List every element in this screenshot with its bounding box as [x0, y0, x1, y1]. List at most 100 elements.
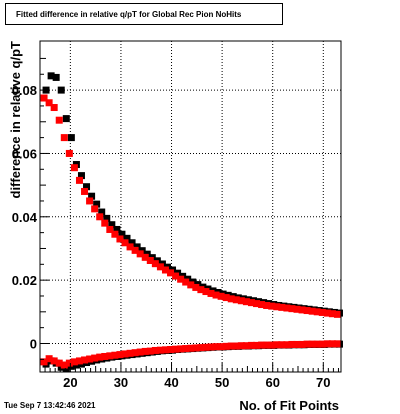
data-point-s1-59: [263, 301, 271, 309]
data-point-s3-52: [227, 342, 235, 350]
data-point-s3-42: [177, 345, 185, 353]
data-point-s3-29: [111, 351, 119, 359]
data-point-s1-57: [253, 300, 261, 308]
data-point-s3-22: [75, 357, 83, 365]
data-point-s0-25: [93, 200, 101, 208]
data-point-s0-31: [123, 234, 131, 242]
data-point-s3-30: [116, 351, 124, 359]
data-point-s1-22: [75, 176, 83, 184]
data-point-s3-72: [328, 340, 336, 348]
data-point-s1-36: [146, 257, 154, 265]
chart-title: Fitted difference in relative q/pT for G…: [5, 3, 283, 25]
data-point-s0-17: [52, 73, 60, 81]
x-axis-label: No. of Fit Points: [239, 398, 339, 413]
data-point-s3-45: [192, 344, 200, 352]
data-point-s1-30: [116, 235, 124, 243]
data-point-s0-28: [108, 221, 116, 229]
data-point-s3-38: [156, 346, 164, 354]
data-point-s3-56: [247, 341, 255, 349]
data-point-s1-54: [237, 297, 245, 305]
axis-ticks: [40, 57, 339, 372]
data-point-s3-73: [333, 340, 341, 348]
y-tick-label-1: 0.02: [12, 273, 37, 288]
data-point-s3-66: [298, 340, 306, 348]
data-point-s3-39: [161, 346, 169, 354]
data-point-s3-16: [45, 355, 53, 363]
data-point-s3-32: [126, 349, 134, 357]
data-point-s1-37: [151, 260, 159, 268]
data-point-s1-33: [131, 246, 139, 254]
data-point-s0-24: [88, 192, 96, 200]
data-point-s1-67: [303, 307, 311, 315]
x-tick-label-40: 40: [164, 375, 178, 390]
data-point-s3-48: [207, 343, 215, 351]
data-point-s0-23: [83, 183, 91, 191]
data-point-s3-26: [96, 353, 104, 361]
data-point-s3-28: [106, 352, 114, 360]
x-tick-label-60: 60: [265, 375, 279, 390]
data-point-s1-24: [86, 197, 94, 205]
data-point-s0-20: [67, 134, 75, 142]
data-point-s3-25: [91, 354, 99, 362]
data-point-s1-40: [167, 269, 175, 277]
data-point-s1-42: [177, 275, 185, 283]
data-point-s3-68: [308, 340, 316, 348]
data-point-s1-34: [136, 250, 144, 258]
data-point-s1-29: [111, 230, 119, 238]
timestamp: Tue Sep 7 13:42:46 2021: [4, 401, 96, 410]
data-point-s0-16: [47, 72, 55, 80]
data-point-s3-41: [172, 345, 180, 353]
data-point-s1-38: [156, 263, 164, 271]
data-point-s0-26: [98, 208, 106, 216]
data-point-s3-53: [232, 342, 240, 350]
data-point-s1-15: [40, 94, 48, 102]
data-point-s1-56: [247, 299, 255, 307]
data-point-s1-28: [106, 225, 114, 233]
data-point-s1-73: [333, 310, 341, 318]
data-point-s3-18: [55, 359, 63, 367]
data-point-s1-49: [212, 291, 220, 299]
data-point-s0-30: [118, 230, 126, 238]
data-point-s1-71: [323, 309, 331, 317]
data-point-s3-59: [263, 341, 271, 349]
data-point-s3-44: [187, 344, 195, 352]
data-point-s3-69: [313, 340, 321, 348]
data-point-s3-15: [40, 358, 48, 366]
data-point-s1-50: [217, 292, 225, 300]
data-point-s3-64: [288, 340, 296, 348]
data-point-s3-54: [237, 342, 245, 350]
data-point-s1-27: [101, 219, 109, 227]
data-point-s3-57: [253, 341, 261, 349]
data-point-s1-62: [278, 303, 286, 311]
data-point-s1-43: [182, 278, 190, 286]
data-point-s3-31: [121, 350, 129, 358]
data-point-s0-22: [77, 172, 85, 180]
data-point-s3-20: [65, 359, 73, 367]
data-point-s3-35: [141, 347, 149, 355]
x-tick-label-70: 70: [316, 375, 330, 390]
data-point-s1-26: [96, 213, 104, 221]
y-tick-label-2: 0.04: [12, 210, 38, 225]
y-tick-label-3: 0.06: [12, 146, 37, 161]
y-axis-label: difference in relative q/pT: [8, 41, 23, 199]
data-point-s1-53: [232, 296, 240, 304]
data-point-s3-51: [222, 342, 230, 350]
data-point-s3-23: [81, 356, 89, 364]
data-point-s3-50: [217, 343, 225, 351]
x-tick-label-20: 20: [63, 375, 77, 390]
data-point-s1-64: [288, 305, 296, 313]
data-point-s1-44: [187, 281, 195, 289]
data-point-s1-35: [141, 253, 149, 261]
data-point-s1-72: [328, 310, 336, 318]
x-tick-label-50: 50: [215, 375, 229, 390]
data-point-s1-70: [318, 308, 326, 316]
data-point-s3-70: [318, 340, 326, 348]
data-point-s3-58: [258, 341, 266, 349]
y-tick-label-4: 0.08: [12, 83, 37, 98]
data-point-s1-16: [45, 99, 53, 107]
data-point-s3-43: [182, 345, 190, 353]
data-point-s1-18: [55, 116, 63, 124]
data-point-s3-17: [50, 357, 58, 365]
data-point-s3-36: [146, 347, 154, 355]
